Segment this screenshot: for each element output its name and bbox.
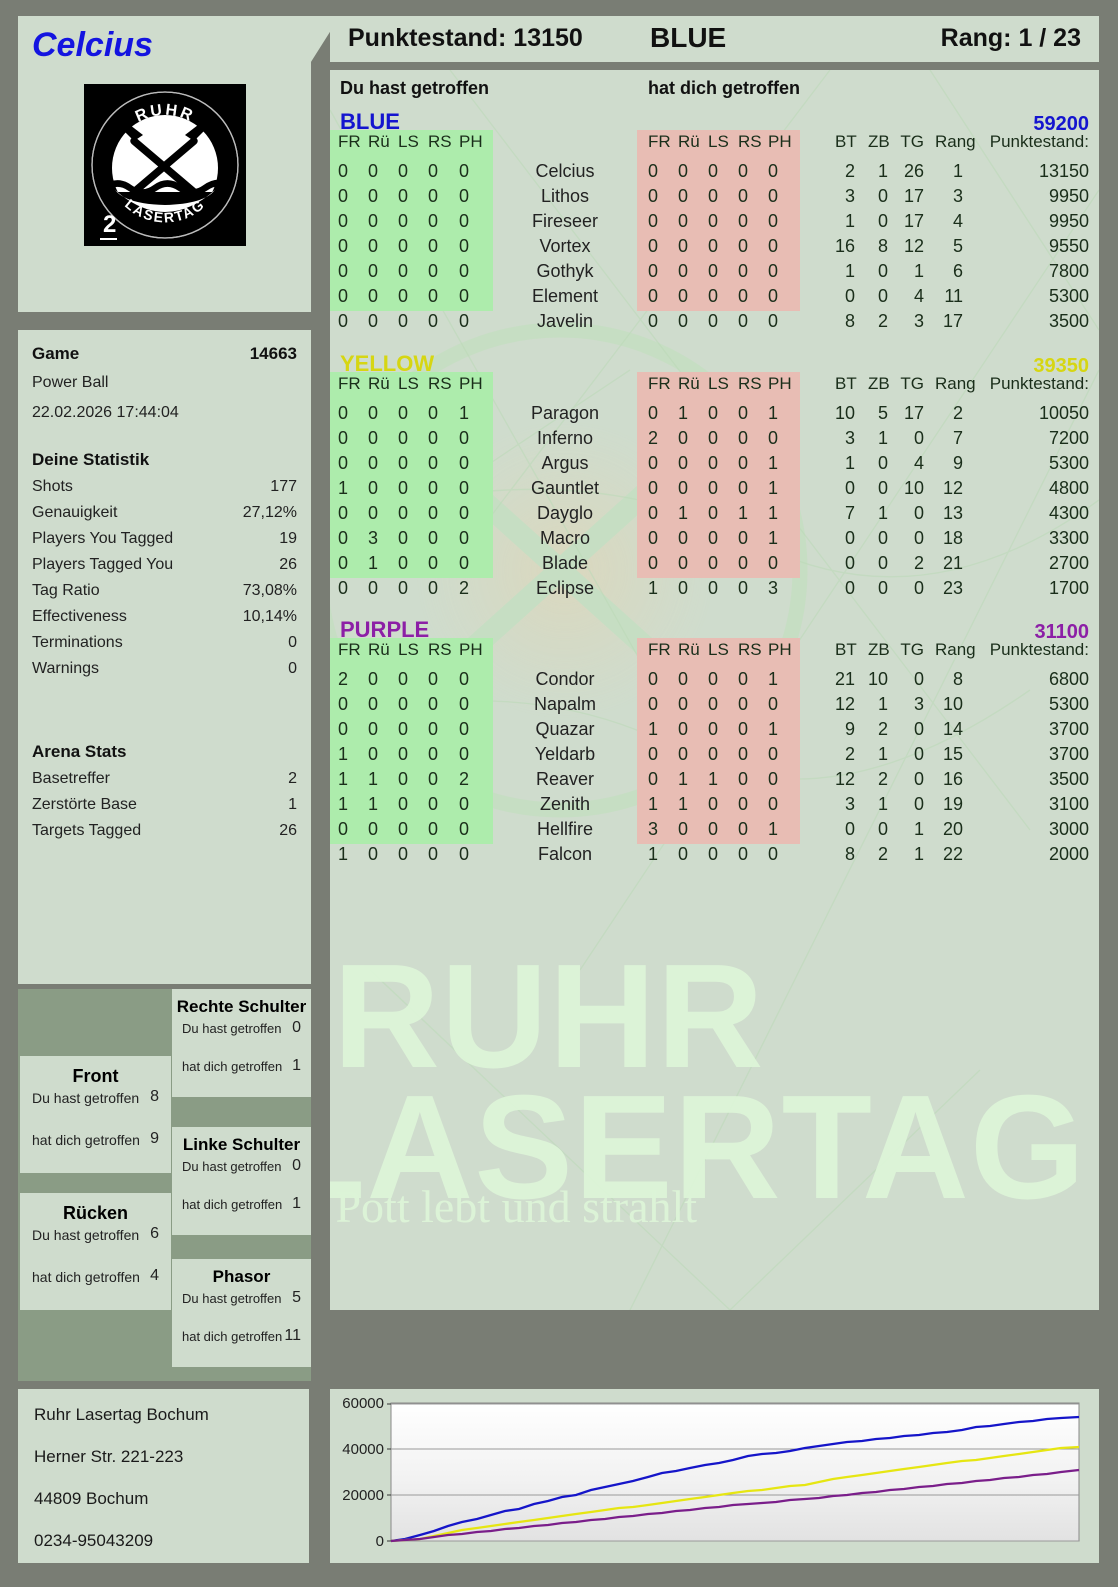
svg-text:2: 2 — [103, 211, 116, 238]
svg-text:60000: 60000 — [342, 1395, 384, 1412]
svg-text:Der Pott lebt und strahlt: Der Pott lebt und strahlt — [330, 1181, 697, 1232]
svg-text:40000: 40000 — [342, 1441, 384, 1458]
svg-text:20000: 20000 — [342, 1487, 384, 1504]
svg-text:0: 0 — [376, 1533, 384, 1550]
